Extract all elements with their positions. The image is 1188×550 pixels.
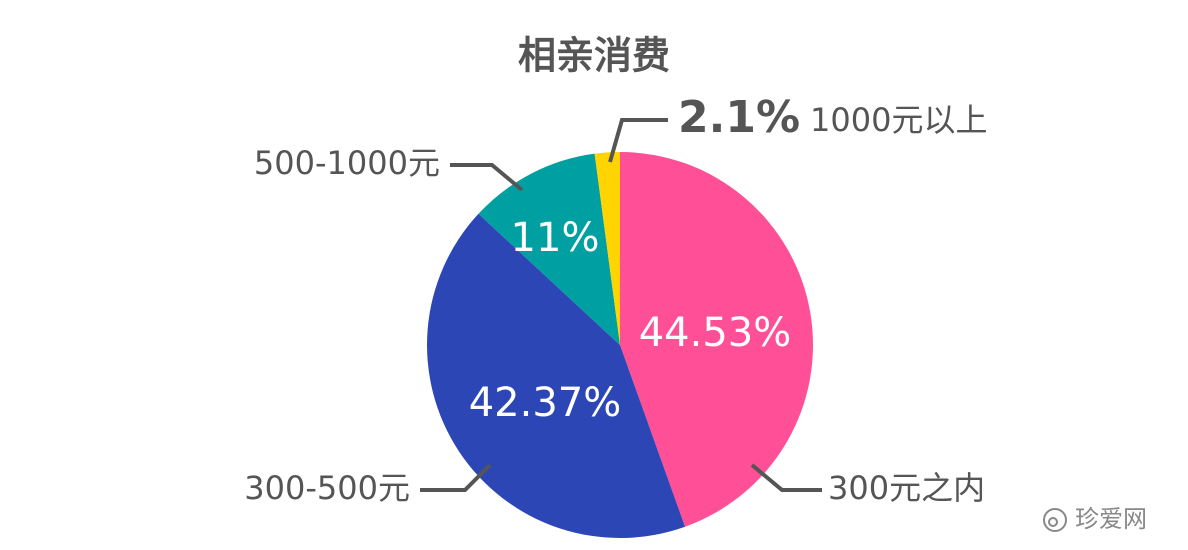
pie-slice — [478, 153, 620, 345]
leader-line — [420, 463, 492, 492]
pie-slice — [594, 152, 620, 345]
value-label: 44.53% — [639, 310, 792, 356]
watermark: 珍爱网 — [1075, 505, 1147, 533]
pie-slice — [620, 152, 813, 527]
leader-line — [608, 118, 668, 163]
leader-line — [750, 463, 822, 492]
value-label: 42.37% — [469, 380, 622, 426]
chart-title: 相亲消费 — [518, 34, 670, 78]
category-label: 500-1000元 — [254, 144, 440, 182]
value-label: 11% — [511, 215, 600, 261]
value-label: 2.1% — [678, 92, 800, 143]
category-label: 300-500元 — [244, 469, 410, 507]
leader-line — [450, 163, 524, 192]
watermark-icon — [1043, 508, 1067, 532]
category-label: 300元之内 — [828, 469, 985, 507]
category-label: 1000元以上 — [810, 101, 987, 139]
pie-slice — [427, 213, 686, 539]
